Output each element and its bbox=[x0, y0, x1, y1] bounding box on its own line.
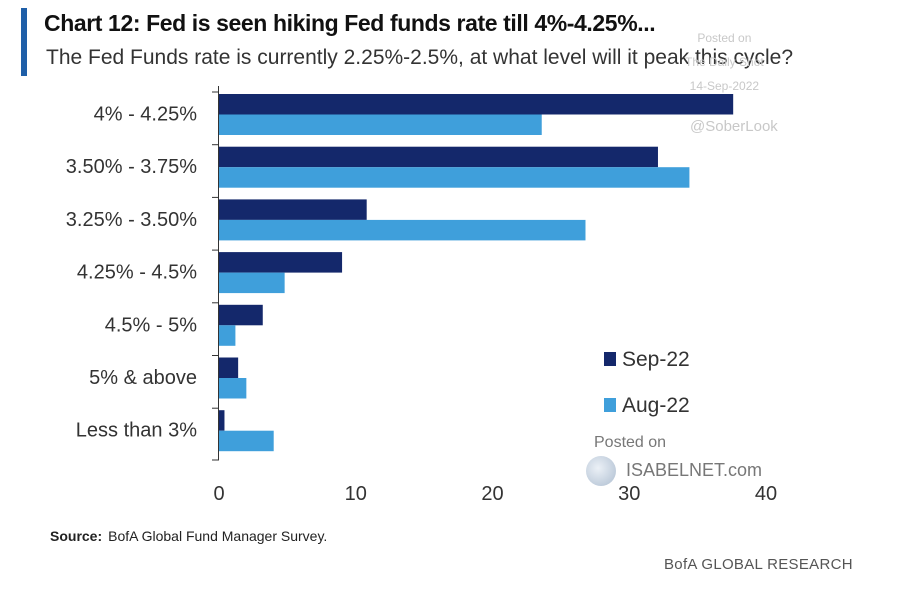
bar-sep-22 bbox=[219, 357, 239, 378]
watermark-handle: @SoberLook bbox=[690, 118, 778, 135]
isabelnet-logo-icon bbox=[586, 456, 616, 486]
watermark-top-site: The Daily Shot bbox=[685, 55, 764, 69]
footer-brand: BofA GLOBAL RESEARCH bbox=[664, 556, 853, 573]
chart-title: Chart 12: Fed is seen hiking Fed funds r… bbox=[44, 10, 656, 36]
bar-aug-22 bbox=[219, 272, 285, 294]
bar-sep-22 bbox=[219, 199, 367, 220]
bar-aug-22 bbox=[219, 430, 274, 452]
bar-aug-22 bbox=[219, 325, 236, 346]
watermark-top: Posted on The Daily Shot 14-Sep-2022 bbox=[685, 26, 764, 98]
bar-aug-22 bbox=[219, 219, 586, 241]
bar-aug-22 bbox=[219, 114, 542, 135]
bar-sep-22 bbox=[219, 252, 343, 273]
x-tick-label: 10 bbox=[345, 483, 367, 505]
bar-sep-22 bbox=[219, 94, 734, 115]
watermark-bottom-posted: Posted on bbox=[594, 434, 667, 451]
legend-swatch-sep-22 bbox=[604, 352, 616, 366]
legend-swatch-aug-22 bbox=[604, 398, 616, 412]
source-note: Source: BofA Global Fund Manager Survey. bbox=[50, 528, 327, 544]
source-text: BofA Global Fund Manager Survey. bbox=[108, 528, 328, 544]
legend-label-aug-22: Aug-22 bbox=[622, 394, 690, 417]
bar-sep-22 bbox=[219, 410, 225, 431]
category-label: 3.25% - 3.50% bbox=[66, 209, 197, 231]
title-accent-bar bbox=[21, 8, 27, 76]
category-label: 4.5% - 5% bbox=[105, 314, 197, 336]
source-label: Source: bbox=[50, 528, 103, 544]
watermark-bottom-site: ISABELNET.com bbox=[626, 460, 763, 480]
x-tick-label: 20 bbox=[481, 483, 503, 505]
bar-sep-22 bbox=[219, 146, 658, 168]
x-tick-label: 30 bbox=[618, 483, 640, 505]
x-tick-label: 0 bbox=[213, 483, 224, 505]
chart-subtitle: The Fed Funds rate is currently 2.25%-2.… bbox=[46, 46, 793, 69]
category-label: Less than 3% bbox=[76, 420, 197, 442]
category-label: 3.50% - 3.75% bbox=[66, 156, 197, 178]
category-label: 4.25% - 4.5% bbox=[77, 262, 197, 284]
bar-sep-22 bbox=[219, 304, 263, 326]
bar-aug-22 bbox=[219, 378, 247, 399]
watermark-bottom: Posted on ISABELNET.com bbox=[586, 434, 776, 494]
bar-aug-22 bbox=[219, 167, 690, 188]
legend-label-sep-22: Sep-22 bbox=[622, 348, 690, 371]
x-tick-label: 40 bbox=[755, 483, 777, 505]
category-label: 4% - 4.25% bbox=[94, 104, 198, 126]
watermark-top-posted: Posted on bbox=[697, 31, 752, 45]
watermark-top-date: 14-Sep-2022 bbox=[689, 79, 760, 93]
category-label: 5% & above bbox=[89, 367, 197, 389]
